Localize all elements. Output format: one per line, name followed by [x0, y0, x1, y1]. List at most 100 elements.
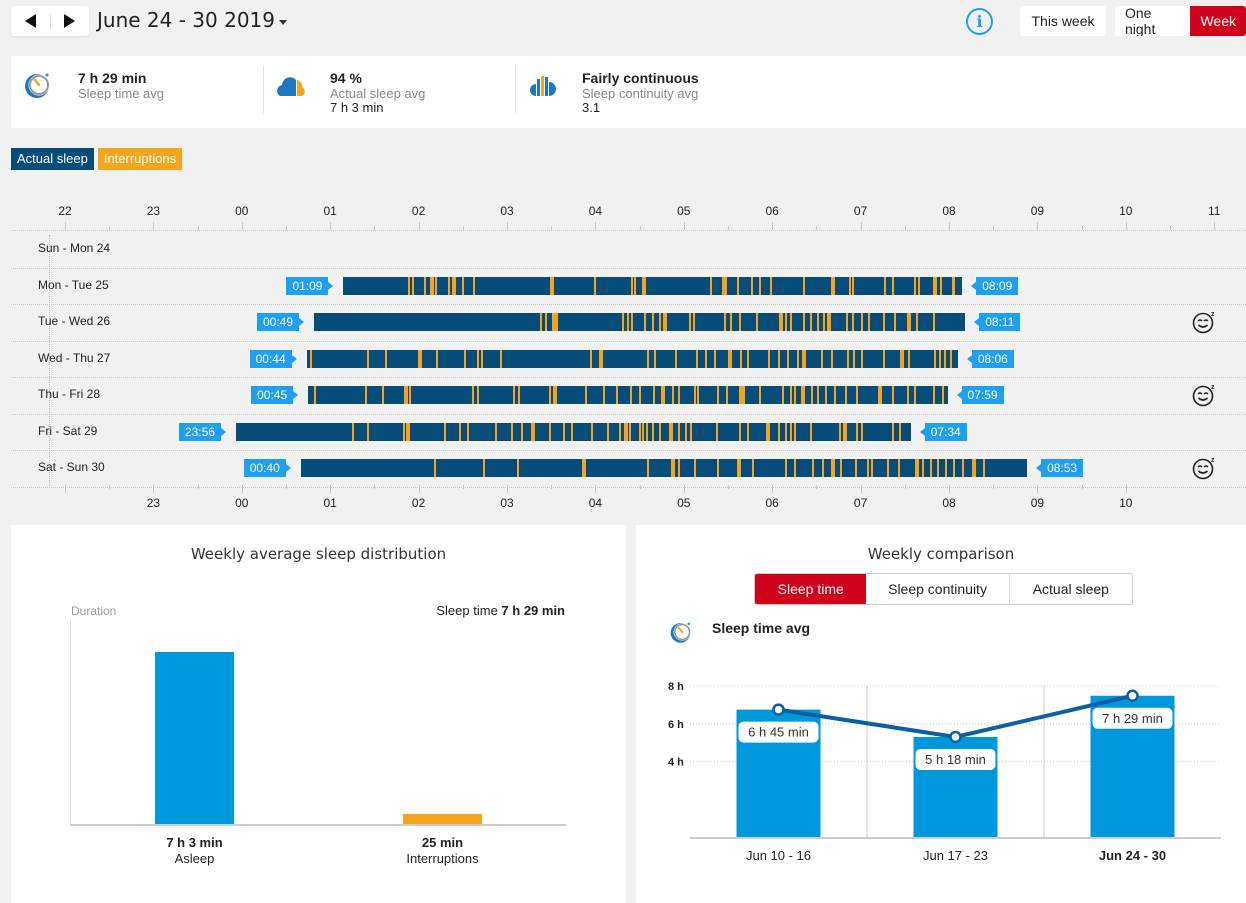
interruption-mark — [784, 422, 787, 441]
interruption-mark — [590, 422, 593, 441]
interruption-mark — [921, 459, 924, 477]
night-label: Sat - Sun 30 — [38, 460, 105, 474]
interruption-mark — [309, 349, 312, 368]
interruptions-bar[interactable] — [403, 813, 482, 824]
night-label: Tue - Wed 26 — [38, 314, 111, 328]
interruption-mark — [717, 459, 720, 477]
one-night-toggle[interactable]: One night — [1125, 6, 1156, 36]
timeline-bottom-tick — [241, 484, 243, 493]
sleep-bar[interactable] — [343, 276, 963, 295]
interruption-mark — [913, 276, 916, 295]
tab-sleep-continuity[interactable]: Sleep continuity — [866, 574, 1010, 604]
interruption-mark — [831, 349, 834, 368]
timeline-bottom-tick-label: 10 — [1119, 495, 1133, 510]
interruption-mark — [900, 349, 905, 368]
actual-sleep-duration: 7 h 3 min — [330, 100, 384, 115]
interruption-mark — [867, 313, 870, 331]
interruption-mark — [671, 459, 674, 477]
distribution-value-label: 7 h 3 min — [166, 835, 223, 850]
timeline-top-minor-tick — [1081, 226, 1083, 230]
interruption-mark — [898, 422, 901, 441]
interruption-mark — [882, 349, 885, 368]
interruption-mark — [483, 459, 486, 477]
interruption-mark — [434, 276, 437, 295]
sleep-bar[interactable] — [308, 386, 948, 404]
interruption-mark — [842, 422, 847, 441]
asleep-bar[interactable] — [155, 652, 234, 824]
legend-actual-sleep[interactable]: Actual sleep — [11, 148, 94, 170]
timeline-top-minor-tick — [728, 226, 729, 230]
week-toggle[interactable]: Week — [1190, 6, 1246, 36]
interruption-mark — [402, 422, 405, 441]
timeline-top-minor-tick — [462, 226, 464, 230]
interruption-mark — [673, 459, 676, 477]
timeline-row: Thu - Fri 28 00:45 07:59 z — [0, 377, 1246, 415]
interruption-mark — [653, 349, 656, 368]
sleep-bar[interactable] — [306, 349, 958, 368]
interruption-mark — [933, 386, 936, 404]
interruption-mark — [747, 349, 750, 368]
interruption-mark — [697, 386, 700, 404]
svg-text:z: z — [1211, 311, 1215, 318]
interruption-mark — [871, 459, 874, 477]
interruption-mark — [705, 349, 707, 368]
interruption-mark — [549, 386, 552, 404]
interruption-mark — [933, 313, 936, 331]
comparison-chart: 4 h 6 h 8 h 6 h 45 min 5 h 18 min 7 h 29 min J… — [668, 681, 1221, 863]
distribution-x-axis — [70, 824, 566, 826]
interruption-mark — [494, 422, 497, 441]
timeline-top-tick-label: 07 — [853, 204, 868, 218]
timeline-top-tick-label: 23 — [146, 204, 161, 218]
sleep-time-total: Sleep time 7 h 29 min — [436, 603, 565, 618]
timeline-bottom-tick — [860, 484, 862, 493]
interruption-mark — [668, 422, 673, 441]
interruption-mark — [953, 276, 956, 295]
interruption-mark — [630, 313, 633, 331]
timeline-top-tick — [772, 222, 774, 230]
interruption-mark — [694, 459, 697, 477]
interruption-mark — [741, 386, 744, 404]
x-tick-label: Jun 10 - 16 — [746, 848, 811, 863]
arrow-left-icon — [24, 14, 36, 28]
start-time-tag: 23:56 — [178, 422, 226, 441]
interruption-mark — [939, 349, 942, 368]
interruption-mark — [603, 386, 606, 404]
timeline-bottom-minor-tick — [639, 484, 641, 489]
interruption-mark — [713, 349, 716, 368]
timeline-bottom-tick-label: 02 — [411, 495, 426, 510]
interruption-mark — [810, 313, 813, 331]
tab-actual-sleep[interactable]: Actual sleep — [1032, 581, 1109, 597]
interruption-mark — [777, 349, 780, 368]
interruption-mark — [908, 349, 911, 368]
interruption-mark — [852, 349, 855, 368]
timeline-row: Wed - Thu 27 00:44 08:06 — [0, 341, 1246, 378]
timeline-top-tick-label: 03 — [500, 204, 514, 218]
summary-actual-sleep: 94 % Actual sleep avg 7 h 3 min — [263, 56, 515, 128]
timeline-top-tick-label: 04 — [588, 204, 603, 218]
interruption-mark — [404, 386, 409, 404]
timeline-top-minor-tick — [197, 226, 199, 230]
sleep-bar[interactable] — [235, 422, 911, 441]
interruption-mark — [552, 313, 555, 331]
this-week-button[interactable]: This week — [1020, 6, 1106, 36]
interruption-mark — [944, 459, 947, 477]
arrow-right-icon — [64, 14, 76, 28]
interruption-mark — [887, 459, 890, 477]
date-range-dropdown[interactable]: June 24 - 30 2019 — [97, 8, 287, 32]
next-week-button[interactable] — [50, 6, 89, 36]
interruption-mark — [891, 276, 894, 295]
tab-sleep-time[interactable]: Sleep time — [755, 574, 867, 604]
legend-interruptions[interactable]: Interruptions — [97, 148, 183, 170]
interruption-mark — [352, 422, 355, 441]
row-divider — [11, 340, 1246, 342]
interruption-mark — [943, 349, 946, 368]
sleep-bar[interactable] — [300, 459, 1028, 477]
timeline-bottom-tick — [949, 484, 950, 493]
prev-week-button[interactable] — [11, 6, 50, 36]
interruption-mark — [634, 276, 637, 295]
interruption-mark — [897, 459, 900, 477]
info-icon[interactable]: i — [966, 8, 993, 35]
interruption-mark — [463, 349, 466, 368]
timeline-bottom-tick-label: 03 — [500, 495, 514, 510]
sleep-bar[interactable] — [313, 313, 966, 331]
